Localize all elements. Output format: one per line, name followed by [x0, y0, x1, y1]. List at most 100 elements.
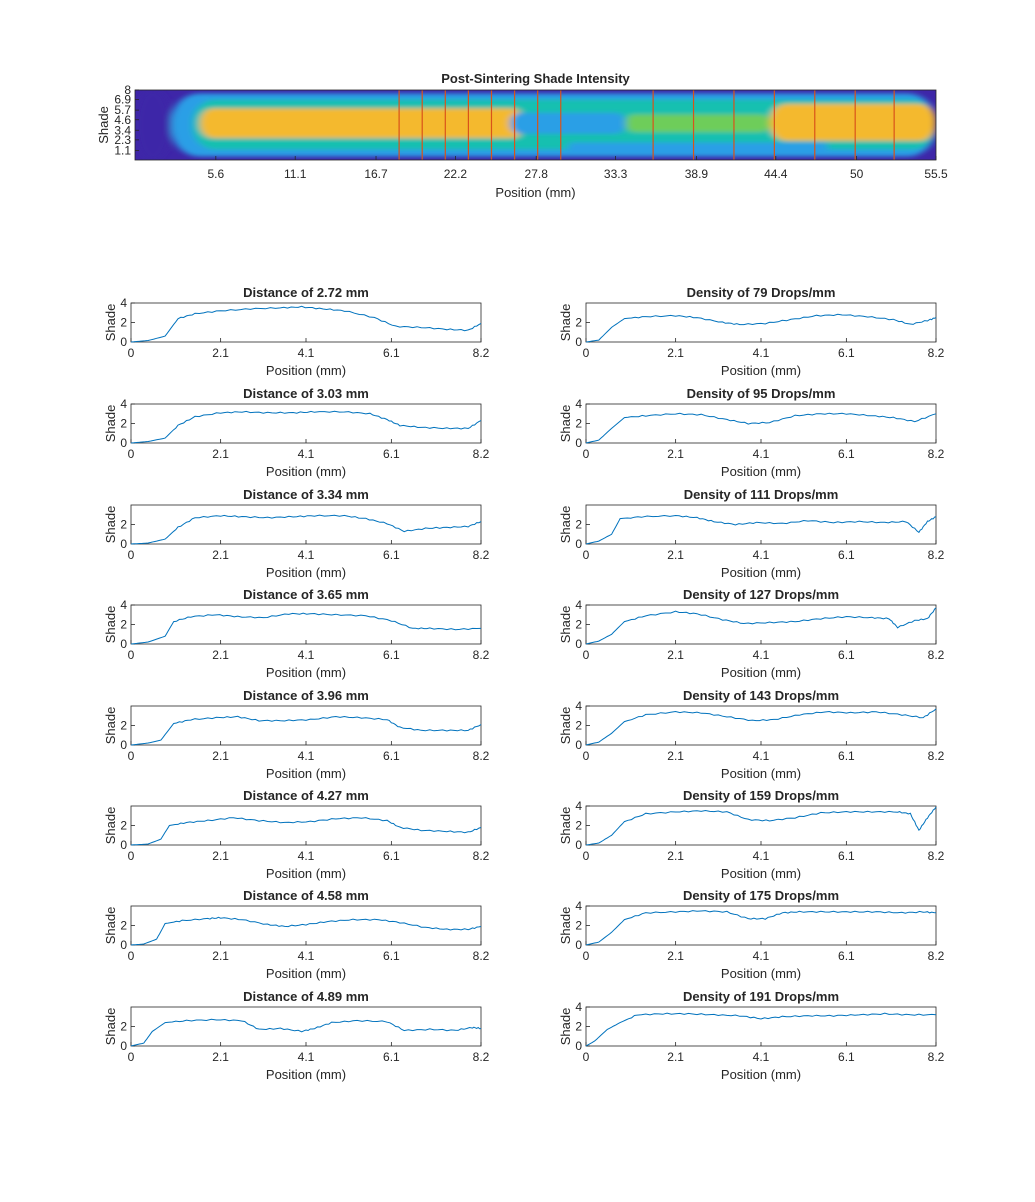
heatmap-y-tick-label: 1.1: [114, 143, 131, 157]
plot-title: Distance of 2.72 mm: [243, 285, 369, 300]
plot-axes-box: [130, 705, 482, 746]
x-axis-label: Position (mm): [721, 464, 801, 479]
y-tick-label: 2: [120, 417, 127, 431]
y-tick-label: 2: [120, 316, 127, 330]
x-axis-label: Position (mm): [721, 1067, 801, 1082]
x-axis-label: Position (mm): [266, 766, 346, 781]
data-line: [130, 715, 482, 746]
data-line: [585, 412, 937, 444]
heatmap-x-tick-label: 11.1: [284, 167, 307, 181]
line-plot-d272: Distance of 2.72 mm 0 2.1 4.1 6.1 8.2 0 2 4 Posit…: [103, 285, 490, 378]
heatmap-y-tick-label: 8: [124, 83, 131, 97]
x-tick-label: 8.2: [473, 447, 490, 461]
y-tick-label: 4: [575, 1000, 582, 1014]
x-tick-label: 2.1: [667, 548, 684, 562]
heatmap-band: [567, 142, 828, 152]
x-tick-label: 0: [583, 447, 590, 461]
heatmap-title: Post-Sintering Shade Intensity: [441, 71, 630, 86]
x-tick-label: 0: [128, 346, 135, 360]
x-axis-label: Position (mm): [721, 966, 801, 981]
data-line: [585, 514, 937, 545]
x-tick-label: 8.2: [928, 648, 945, 662]
line-plot-r95: Density of 95 Drops/mm 0 2.1 4.1 6.1 8.2 0 2 4 Po…: [558, 386, 945, 479]
y-tick-label: 2: [120, 518, 127, 532]
line-plot-d334: Distance of 3.34 mm 0 2.1 4.1 6.1 8.2 0 2 Positi…: [103, 487, 490, 580]
y-tick-label: 2: [575, 618, 582, 632]
y-tick-label: 2: [575, 316, 582, 330]
y-axis-label: Shade: [558, 807, 573, 845]
x-tick-label: 0: [128, 648, 135, 662]
x-tick-label: 8.2: [473, 749, 490, 763]
x-tick-label: 4.1: [753, 447, 770, 461]
plot-title: Density of 175 Drops/mm: [683, 888, 839, 903]
x-tick-label: 8.2: [928, 447, 945, 461]
x-tick-label: 6.1: [838, 346, 855, 360]
x-tick-label: 8.2: [473, 346, 490, 360]
y-tick-label: 4: [120, 598, 127, 612]
x-tick-label: 6.1: [383, 548, 400, 562]
heatmap-x-tick-label: 33.3: [604, 167, 628, 181]
heatmap-y-axis-label: Shade: [96, 106, 111, 144]
y-axis-label: Shade: [558, 707, 573, 745]
x-tick-label: 0: [583, 749, 590, 763]
x-tick-label: 2.1: [667, 648, 684, 662]
x-tick-label: 2.1: [667, 346, 684, 360]
x-tick-label: 0: [583, 548, 590, 562]
x-tick-label: 6.1: [383, 949, 400, 963]
plot-axes-box: [130, 302, 482, 343]
heatmap-y-tick-label: 4.6: [114, 113, 131, 127]
plot-axes-box: [585, 302, 937, 343]
y-tick-label: 0: [575, 637, 582, 651]
x-tick-label: 8.2: [928, 548, 945, 562]
y-axis-label: Shade: [103, 907, 118, 945]
y-tick-label: 2: [120, 919, 127, 933]
data-line: [585, 910, 937, 946]
x-axis-label: Position (mm): [266, 665, 346, 680]
heatmap-image: [135, 90, 936, 160]
plot-title: Density of 95 Drops/mm: [687, 386, 836, 401]
x-tick-label: 0: [583, 949, 590, 963]
x-tick-label: 6.1: [838, 849, 855, 863]
x-tick-label: 6.1: [838, 447, 855, 461]
plot-title: Distance of 4.89 mm: [243, 989, 369, 1004]
plot-axes-box: [585, 504, 937, 545]
plot-axes-box: [130, 805, 482, 846]
y-tick-label: 0: [575, 738, 582, 752]
heatmap-x-tick-label: 16.7: [364, 167, 388, 181]
x-tick-label: 0: [583, 648, 590, 662]
plot-axes-box: [585, 604, 937, 645]
y-tick-label: 0: [120, 938, 127, 952]
data-line: [130, 1018, 482, 1047]
x-tick-label: 4.1: [298, 548, 315, 562]
y-tick-label: 0: [120, 436, 127, 450]
data-line: [130, 305, 482, 343]
plot-axes-box: [585, 403, 937, 444]
x-tick-label: 0: [128, 749, 135, 763]
y-tick-label: 4: [575, 699, 582, 713]
y-axis-label: Shade: [103, 304, 118, 342]
plot-title: Distance of 4.58 mm: [243, 888, 369, 903]
plot-title: Distance of 3.34 mm: [243, 487, 369, 502]
y-tick-label: 2: [575, 417, 582, 431]
x-tick-label: 4.1: [298, 648, 315, 662]
heatmap-y-tick-label: 3.4: [114, 123, 131, 137]
x-tick-label: 4.1: [753, 949, 770, 963]
heatmap-x-tick-label: 44.4: [764, 167, 788, 181]
y-tick-label: 2: [120, 1020, 127, 1034]
heatmap-y-tick-label: 2.3: [114, 133, 131, 147]
line-plot-d365: Distance of 3.65 mm 0 2.1 4.1 6.1 8.2 0 2 4 Posit…: [103, 587, 490, 680]
heatmap-band: [199, 108, 525, 139]
line-plot-r127: Density of 127 Drops/mm 0 2.1 4.1 6.1 8.2 0 2 4 P…: [558, 587, 945, 680]
x-tick-label: 4.1: [298, 949, 315, 963]
plot-axes-box: [130, 504, 482, 545]
heatmap-band: [510, 112, 626, 134]
heatmap-band: [135, 90, 172, 160]
x-tick-label: 2.1: [667, 1050, 684, 1064]
x-tick-label: 2.1: [212, 749, 229, 763]
plot-axes-box: [585, 705, 937, 746]
x-tick-label: 8.2: [928, 749, 945, 763]
x-tick-label: 2.1: [667, 849, 684, 863]
y-tick-label: 0: [120, 637, 127, 651]
plot-axes-box: [130, 403, 482, 444]
y-tick-label: 0: [575, 436, 582, 450]
